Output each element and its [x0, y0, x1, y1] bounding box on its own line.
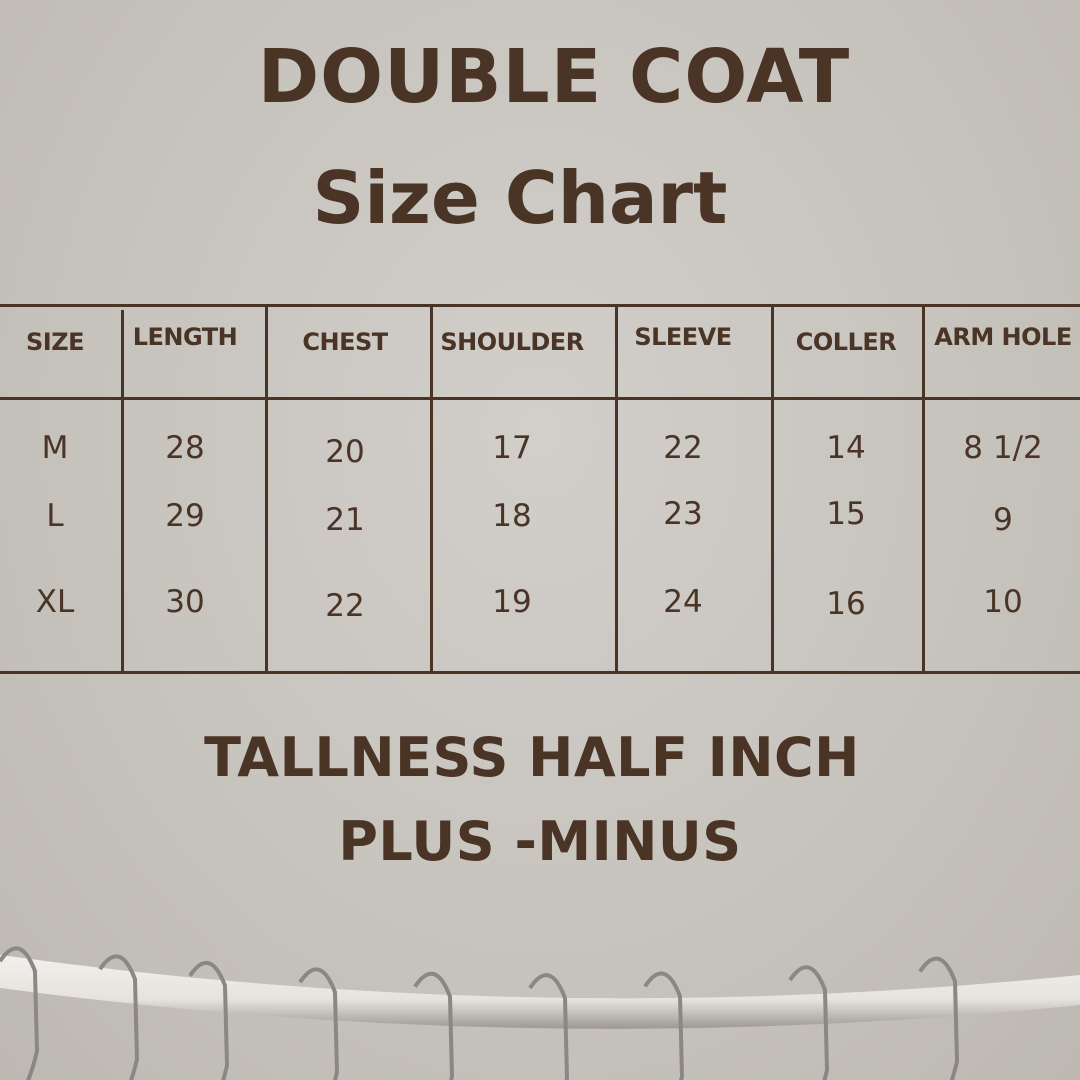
- note-line-2: PLUS -MINUS: [338, 810, 742, 873]
- title-line-2: Size Chart: [312, 156, 728, 240]
- table-bottom-border: [0, 671, 1080, 674]
- column-divider: [615, 304, 618, 672]
- table-cell: 16: [826, 586, 866, 622]
- table-cell: 14: [826, 430, 866, 466]
- column-header: ARM HOLE: [934, 323, 1072, 351]
- table-top-border: [0, 304, 1080, 307]
- hanger-rail-photo: [0, 946, 1080, 1080]
- column-divider: [121, 310, 124, 672]
- hanger-hook: [188, 960, 230, 1080]
- hanger-hook: [788, 965, 830, 1080]
- rail: [0, 955, 1080, 1029]
- table-cell: 28: [165, 430, 205, 466]
- table-cell: 30: [165, 584, 205, 620]
- column-header: CHEST: [302, 328, 388, 356]
- table-cell: 29: [165, 498, 205, 534]
- table-cell: L: [46, 498, 64, 534]
- table-cell: M: [41, 430, 69, 466]
- table-cell: 22: [663, 430, 703, 466]
- hanger-hook: [918, 956, 960, 1080]
- column-divider: [771, 304, 774, 672]
- table-cell: 23: [663, 496, 703, 532]
- table-cell: 20: [325, 434, 365, 470]
- hanger-hook: [0, 946, 40, 1080]
- table-cell: 8 1/2: [963, 430, 1043, 466]
- column-header: SIZE: [25, 328, 85, 356]
- hanger-hook: [413, 971, 455, 1080]
- table-cell: 18: [492, 498, 532, 534]
- hanger-hook: [298, 967, 340, 1080]
- hanger-hook: [98, 954, 140, 1080]
- title-line-1: DOUBLE COAT: [257, 34, 851, 120]
- hanger-hook: [643, 971, 685, 1080]
- column-header: SHOULDER: [440, 328, 584, 356]
- table-cell: 10: [983, 584, 1023, 620]
- table-cell: 17: [492, 430, 532, 466]
- table-cell: XL: [35, 584, 75, 620]
- note-line-1: TALLNESS HALF INCH: [204, 726, 860, 789]
- header-divider: [0, 397, 1080, 400]
- column-header: COLLER: [795, 328, 897, 356]
- table-cell: 22: [325, 588, 365, 624]
- table-cell: 15: [826, 496, 866, 532]
- column-header: SLEEVE: [634, 323, 732, 351]
- table-cell: 24: [663, 584, 703, 620]
- column-divider: [922, 304, 925, 672]
- column-divider: [265, 304, 268, 672]
- column-header: LENGTH: [132, 323, 238, 351]
- table-cell: 19: [492, 584, 532, 620]
- column-divider: [430, 304, 433, 672]
- hanger-hook: [528, 973, 570, 1080]
- table-cell: 21: [325, 502, 365, 538]
- table-cell: 9: [993, 502, 1013, 538]
